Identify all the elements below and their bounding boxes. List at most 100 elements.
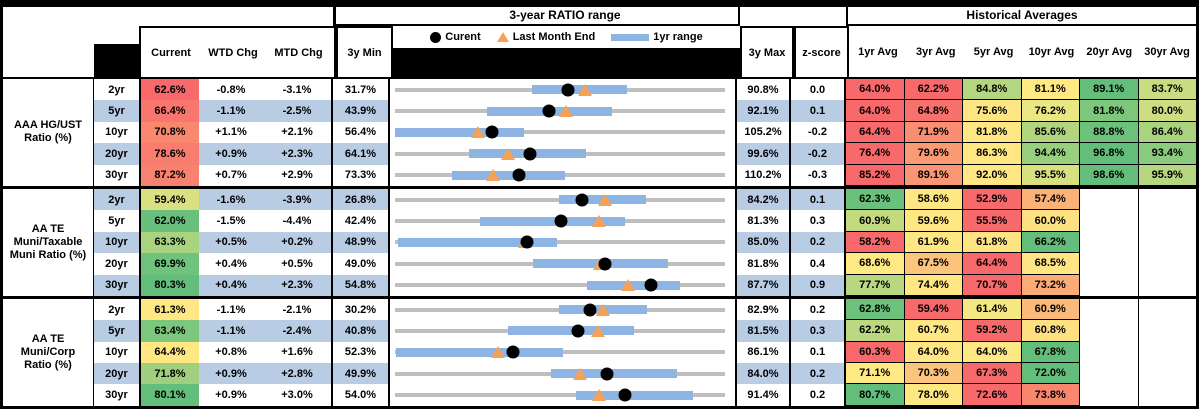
avg-cells: 60.3% 64.0% 64.0% 67.8% xyxy=(844,341,1196,364)
last-month-triangle-icon xyxy=(496,32,509,42)
range-chart-cell xyxy=(388,231,735,254)
range-bar xyxy=(479,216,625,226)
avg-cell xyxy=(1139,299,1197,320)
avg-cell xyxy=(1139,320,1197,341)
avg-cell xyxy=(1080,274,1139,296)
avg-cell: 71.9% xyxy=(904,121,963,144)
range-chart-cell xyxy=(388,100,735,122)
table-row: 5yr 63.4% -1.1% -2.4% 40.8% 81.5% 0.3 62… xyxy=(94,320,1197,342)
current-cell: 69.9% xyxy=(139,253,199,275)
col-header-30yr-avg: 30yr Avg xyxy=(1144,45,1190,58)
max-3y-cell: 82.9% xyxy=(735,298,789,321)
mtd-chg-cell: -2.1% xyxy=(282,303,312,316)
table-row: 30yr 87.2% +0.7% +2.9% 73.3% 110.2% -0.3… xyxy=(94,164,1196,186)
table-row: 10yr 70.8% +1.1% +2.1% 56.4% 105.2% -0.2… xyxy=(94,121,1196,144)
tenor-label: 20yr xyxy=(94,143,139,165)
avg-cell: 58.6% xyxy=(904,188,963,211)
tenor-label: 10yr xyxy=(94,231,139,254)
current-cell: 80.3% xyxy=(139,274,199,296)
range-plot xyxy=(395,122,725,143)
table-row: 10yr 63.3% +0.5% +0.2% 48.9% 85.0% 0.2 5… xyxy=(94,231,1197,254)
range-plot xyxy=(395,165,725,186)
wtd-chg-cell: -1.5% xyxy=(216,215,246,228)
last-month-marker xyxy=(572,367,587,380)
avg-cell: 59.6% xyxy=(904,210,963,232)
current-cell: 64.4% xyxy=(139,341,199,364)
wtd-chg-cell: +0.9% xyxy=(199,143,263,165)
avg-cell: 55.5% xyxy=(963,210,1022,232)
col-header-mtd-chg: MTD Chg xyxy=(274,46,323,59)
avg-cell: 68.6% xyxy=(846,253,905,275)
avg-cells: 62.2% 60.7% 59.2% 60.8% xyxy=(844,320,1197,342)
current-marker xyxy=(561,83,575,97)
current-cell: 62.0% xyxy=(139,210,199,232)
wtd-chg-cell: +0.8% xyxy=(215,346,247,359)
wtd-chg-cell: +0.9% xyxy=(199,363,263,385)
tenor-label: 30yr xyxy=(105,389,128,402)
avg-cell: 59.4% xyxy=(904,298,963,321)
avg-cell: 64.8% xyxy=(904,100,963,122)
avg-cell xyxy=(1080,298,1139,321)
avg-cell: 70.7% xyxy=(963,274,1022,296)
current-marker xyxy=(571,324,585,338)
current-cell: 78.6% xyxy=(139,143,199,165)
avg-cell: 60.7% xyxy=(904,320,963,342)
mtd-chg-cell: +2.9% xyxy=(281,169,313,182)
avg-cells: 71.1% 70.3% 67.3% 72.0% xyxy=(844,363,1196,385)
current-cell: 71.8% xyxy=(139,363,199,385)
min-3y-cell: 30.2% xyxy=(331,298,388,321)
z-score-cell: 0.2 xyxy=(789,231,844,254)
max-3y-cell: 85.0% xyxy=(735,231,789,254)
current-cell: 63.4% xyxy=(139,320,199,342)
z-score-cell: 0.4 xyxy=(789,253,844,275)
avg-cell: 71.1% xyxy=(846,363,905,385)
avg-cell: 66.2% xyxy=(1021,231,1080,254)
current-marker xyxy=(506,345,520,359)
z-score-cell: 0.3 xyxy=(789,320,844,342)
avg-cells: 64.0% 62.2% 84.8% 81.1% 89.1% 83.7% xyxy=(844,79,1196,101)
max-3y-cell: 105.2% xyxy=(735,121,789,144)
current-marker xyxy=(485,125,499,139)
last-month-marker xyxy=(595,303,610,316)
col-header-z-score: z-score xyxy=(794,26,849,77)
current-cell: 62.6% xyxy=(139,79,199,101)
z-score-cell: 0.1 xyxy=(789,100,844,122)
avg-cell: 83.7% xyxy=(1138,79,1196,101)
avg-columns-header: 1yr Avg 3yr Avg 5yr Avg 10yr Avg 20yr Av… xyxy=(849,26,1196,77)
avg-cells: 77.7% 74.4% 70.7% 73.2% xyxy=(844,274,1196,296)
mtd-chg-cell: +2.1% xyxy=(281,126,313,139)
avg-cell: 67.5% xyxy=(904,253,963,275)
range-plot xyxy=(395,342,725,363)
mtd-chg-cell: +2.8% xyxy=(263,363,331,385)
avg-cell: 60.0% xyxy=(1021,210,1080,232)
avg-cell: 95.9% xyxy=(1138,164,1196,186)
col-header-wtd-chg: WTD Chg xyxy=(208,46,258,59)
current-marker xyxy=(542,104,556,118)
avg-cell: 81.8% xyxy=(963,121,1022,144)
z-score-cell: 0.2 xyxy=(789,298,844,321)
avg-cell: 62.3% xyxy=(846,188,905,211)
avg-cells: 68.6% 67.5% 64.4% 68.5% xyxy=(844,253,1196,275)
avg-cell: 61.9% xyxy=(904,231,963,254)
range-chart-cell xyxy=(388,274,735,296)
legend-range-label: 1yr range xyxy=(653,31,703,43)
avg-cell xyxy=(1080,231,1139,254)
last-month-marker xyxy=(591,389,606,402)
range-plot xyxy=(395,299,725,320)
col-header-20yr-avg: 20yr Avg xyxy=(1086,45,1133,58)
range-bar xyxy=(507,326,635,336)
z-score-cell: 0.1 xyxy=(789,341,844,364)
avg-cell: 72.6% xyxy=(963,384,1022,406)
max-3y-cell: 81.3% xyxy=(735,210,789,232)
max-3y-cell: 90.8% xyxy=(735,79,789,101)
mtd-chg-cell: +0.2% xyxy=(263,231,331,254)
avg-cell xyxy=(1139,232,1197,253)
min-3y-cell: 73.3% xyxy=(331,164,388,186)
avg-cell: 73.8% xyxy=(1021,384,1080,406)
chart-header-blackband xyxy=(393,48,740,77)
last-month-marker xyxy=(501,147,516,160)
min-3y-cell: 52.3% xyxy=(331,341,388,364)
avg-cell: 58.2% xyxy=(846,231,905,254)
tenor-label: 10yr xyxy=(105,346,128,359)
avg-cell xyxy=(1139,384,1197,405)
